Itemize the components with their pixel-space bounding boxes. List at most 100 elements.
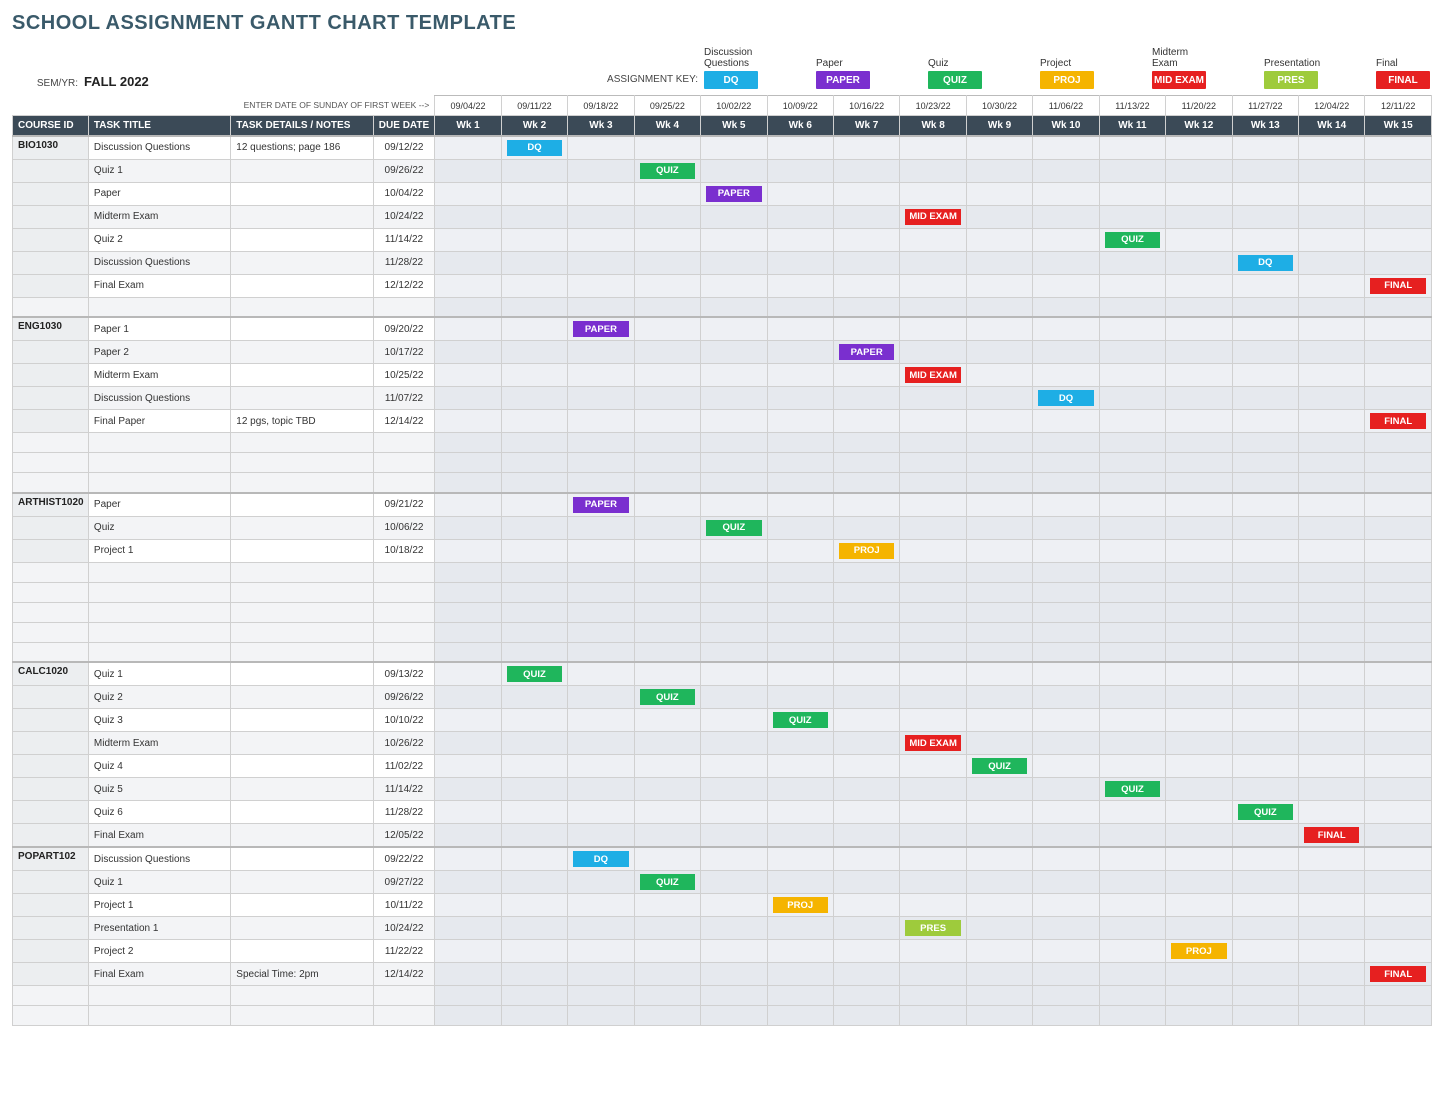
task-title: Midterm Exam [88,205,230,228]
week-cell [1299,986,1365,1006]
week-cell [966,778,1032,801]
week-cell [634,317,700,341]
week-cell [1365,847,1432,871]
week-cell [1099,493,1165,517]
week-cell: FINAL [1365,410,1432,433]
week-cell [568,940,634,963]
gantt-chip: FINAL [1370,413,1426,429]
course-id: ENG1030 [13,317,89,341]
week-cell [701,228,767,251]
week-cell [435,847,501,871]
week-cell [435,136,501,160]
week-cell [833,963,899,986]
week-cell [634,364,700,387]
week-cell [634,732,700,755]
week-cell: QUIZ [634,159,700,182]
week-cell [1232,473,1298,493]
week-cell [1033,516,1099,539]
week-cell [501,228,567,251]
week-cell [568,364,634,387]
col-header-week: Wk 10 [1033,116,1099,136]
week-cell [1299,732,1365,755]
due-date: 11/22/22 [373,940,435,963]
week-cell [568,562,634,582]
week-cell: DQ [1033,387,1099,410]
week-cell [1365,453,1432,473]
week-cell [568,516,634,539]
week-cell [1166,686,1232,709]
week-cell [701,824,767,848]
week-cell [1365,516,1432,539]
task-title: Paper [88,493,230,517]
gantt-chip: PAPER [573,321,628,337]
week-cell [900,963,966,986]
key-chip: DQ [704,71,758,89]
course-id [13,755,89,778]
table-row: Project 211/22/22PROJ [13,940,1432,963]
table-row [13,473,1432,493]
week-cell [900,562,966,582]
task-title: Paper 2 [88,341,230,364]
week-cell [1365,473,1432,493]
week-cell [1232,387,1298,410]
gantt-chip: MID EXAM [905,209,960,225]
due-date [373,622,435,642]
week-cell [435,732,501,755]
table-row: BIO1030Discussion Questions12 questions;… [13,136,1432,160]
week-cell [767,732,833,755]
week-cell [501,755,567,778]
gantt-chip: QUIZ [640,874,695,890]
col-header-course: COURSE ID [13,116,89,136]
week-cell [767,410,833,433]
week-cell [767,1006,833,1026]
week-cell [1365,182,1432,205]
task-title: Quiz 3 [88,709,230,732]
due-date [373,433,435,453]
week-cell [435,801,501,824]
week-cell [767,136,833,160]
week-cell [435,274,501,297]
due-date [373,602,435,622]
week-cell [1365,986,1432,1006]
week-cell [833,493,899,517]
week-cell [1365,732,1432,755]
week-cell [568,801,634,824]
col-header-notes: TASK DETAILS / NOTES [231,116,373,136]
task-title: Quiz 2 [88,686,230,709]
week-cell [568,228,634,251]
week-cell [1299,453,1365,473]
week-cell [1232,642,1298,662]
gantt-chip: DQ [1038,390,1093,406]
week-cell: DQ [1232,251,1298,274]
task-notes [231,778,373,801]
week-cell [634,622,700,642]
week-cell: QUIZ [634,871,700,894]
week-cell [767,963,833,986]
week-cell [966,410,1032,433]
week-cell [1033,917,1099,940]
week-cell [1166,732,1232,755]
week-cell [701,642,767,662]
week-cell [1099,433,1165,453]
task-title [88,297,230,317]
week-cell [1099,516,1165,539]
course-id [13,341,89,364]
week-cell [1232,755,1298,778]
week-cell [1299,642,1365,662]
week-cell [1166,493,1232,517]
due-date: 10/24/22 [373,917,435,940]
week-cell [900,539,966,562]
week-cell [1033,582,1099,602]
week-cell [900,847,966,871]
week-cell [1099,622,1165,642]
week-cell [501,1006,567,1026]
week-cell [1299,662,1365,686]
week-cell: QUIZ [1099,228,1165,251]
week-cell [966,364,1032,387]
week-cell [767,539,833,562]
week-cell [1099,755,1165,778]
table-row: Quiz10/06/22QUIZ [13,516,1432,539]
week-cell [501,824,567,848]
week-cell [1099,274,1165,297]
week-cell [966,473,1032,493]
